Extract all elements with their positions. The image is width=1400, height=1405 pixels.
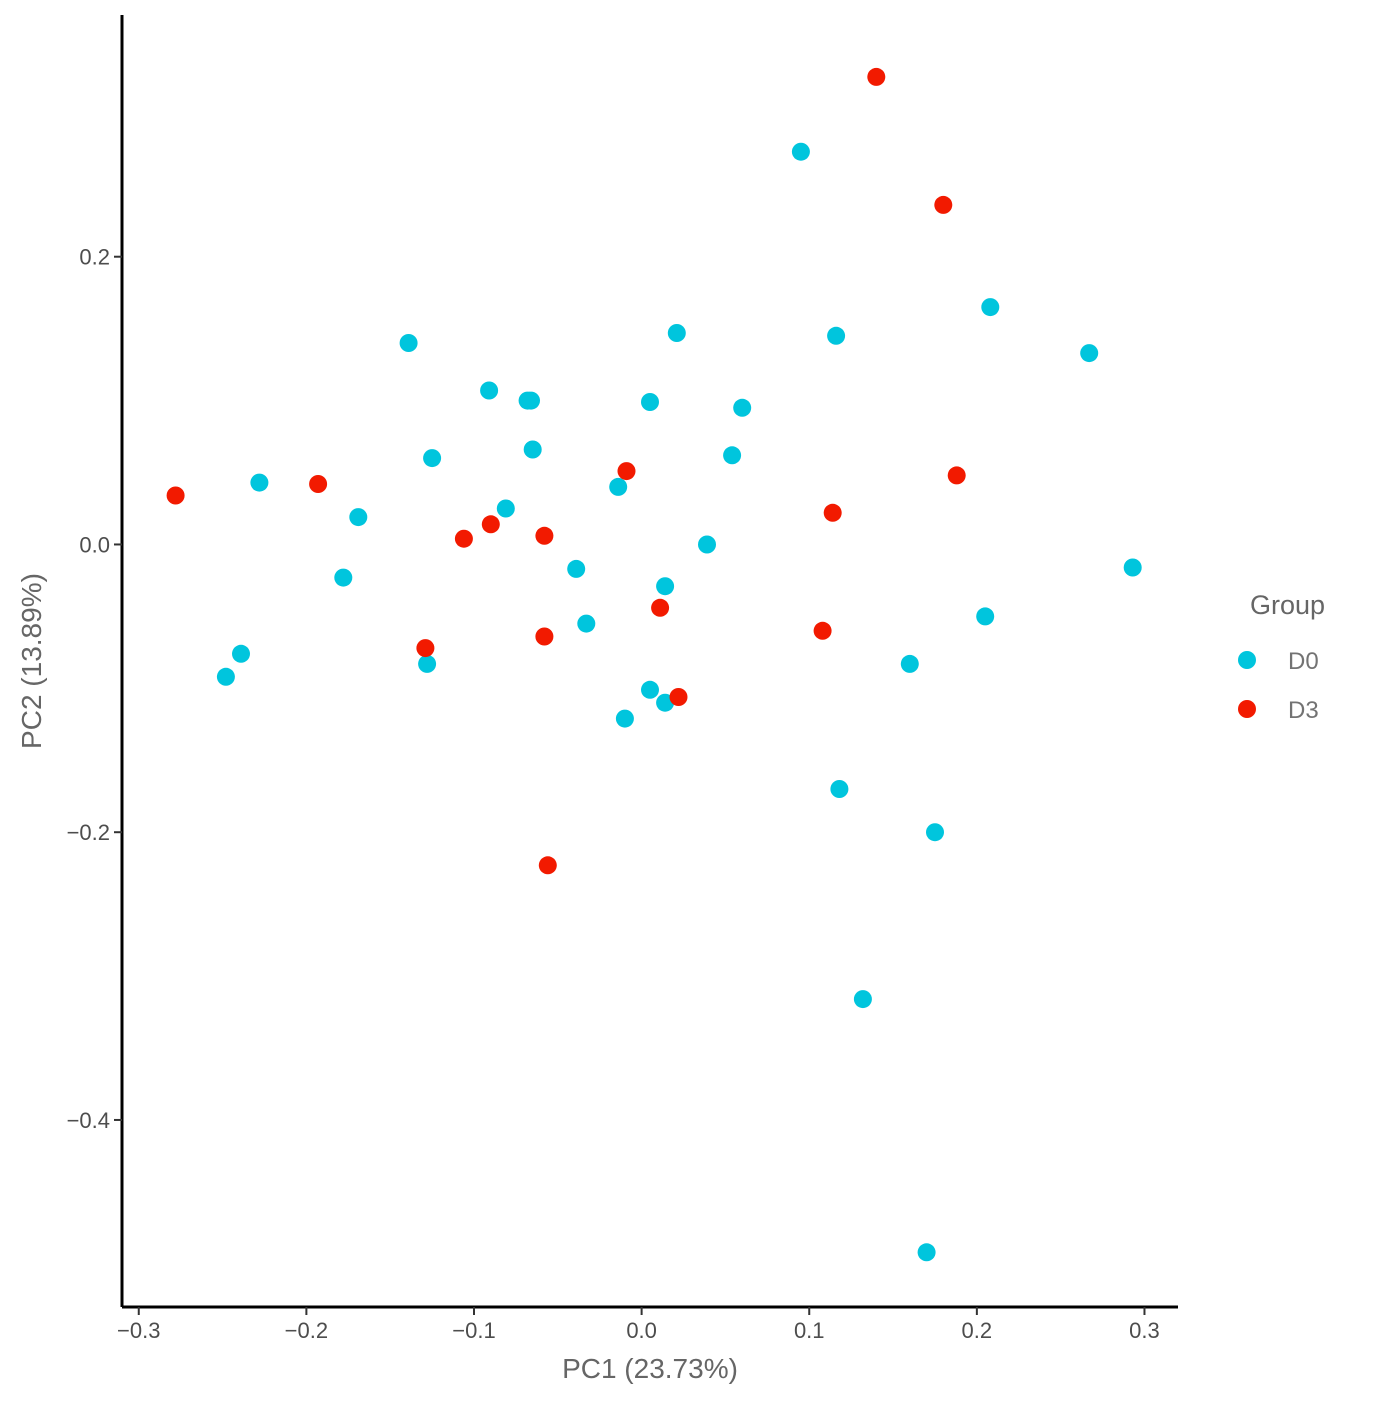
point-d0-20 [567, 559, 586, 578]
legend-key-d3 [1238, 700, 1256, 718]
point-d0-1 [981, 298, 1000, 317]
y-tick-label: 0.2 [79, 245, 110, 270]
point-d0-15 [609, 477, 628, 496]
x-tick-label: −0.1 [452, 1318, 495, 1343]
point-d0-32 [830, 780, 849, 798]
point-d0-4 [1080, 344, 1099, 363]
x-tick-label: 0.1 [794, 1318, 825, 1343]
point-d0-33 [926, 823, 944, 842]
point-d0-12 [723, 446, 742, 465]
point-d0-29 [641, 680, 659, 699]
point-d0-28 [900, 654, 919, 673]
y-tick-label: −0.4 [67, 1108, 110, 1133]
point-d0-6 [480, 381, 499, 400]
point-d0-31 [615, 709, 634, 728]
point-d0-18 [698, 535, 716, 554]
x-tick-label: −0.2 [285, 1318, 328, 1343]
point-d0-23 [976, 607, 995, 626]
legend-label-d0: D0 [1288, 648, 1319, 675]
point-d0-25 [232, 644, 250, 663]
x-axis-ticks: −0.3 −0.2 −0.1 0.0 0.1 0.2 0.3 [117, 1307, 1160, 1343]
legend-key-d0 [1238, 651, 1256, 669]
point-d0-24 [577, 614, 596, 633]
point-d0-8 [522, 391, 540, 410]
point-d0-13 [423, 449, 442, 468]
point-d3-12 [535, 627, 554, 646]
point-d3-1 [934, 195, 953, 214]
x-tick-label: 0.0 [626, 1318, 657, 1343]
point-d0-26 [216, 667, 235, 686]
point-d3-8 [481, 515, 500, 534]
point-d3-3 [617, 462, 636, 481]
point-d3-13 [813, 621, 832, 640]
point-d0-3 [827, 326, 846, 345]
point-d0-14 [250, 473, 269, 492]
point-d3-15 [538, 856, 557, 875]
legend-entries: D0 D3 [1238, 648, 1319, 724]
point-d0-16 [496, 499, 515, 518]
point-d3-2 [947, 466, 966, 485]
y-tick-label: 0.0 [79, 532, 110, 557]
point-d0-11 [523, 440, 542, 459]
point-d3-14 [669, 688, 688, 706]
point-d0-0 [791, 142, 810, 161]
x-tick-label: 0.2 [962, 1318, 993, 1343]
point-d0-22 [1123, 558, 1142, 577]
point-d3-7 [454, 529, 473, 548]
point-d3-9 [535, 526, 554, 545]
x-axis-title: PC1 (23.73%) [562, 1353, 738, 1384]
point-d0-34 [853, 990, 872, 1009]
point-d3-11 [416, 639, 435, 658]
point-d0-5 [399, 334, 418, 352]
point-d3-4 [823, 503, 842, 522]
point-d0-9 [641, 393, 659, 411]
point-d0-19 [334, 568, 353, 587]
point-d0-21 [656, 577, 675, 596]
point-d0-10 [733, 398, 752, 417]
point-d0-2 [667, 324, 686, 342]
x-tick-label: −0.3 [117, 1318, 160, 1343]
point-d0-17 [349, 508, 368, 527]
point-d0-27 [418, 654, 437, 673]
legend: Group D0 D3 [1238, 590, 1325, 724]
y-tick-label: −0.2 [67, 820, 110, 845]
y-axis-title: PC2 (13.89%) [16, 573, 47, 749]
y-axis-ticks: 0.2 0.0 −0.2 −0.4 [67, 245, 122, 1133]
point-d3-6 [309, 475, 328, 493]
points-layer [166, 67, 1142, 1262]
x-tick-label: 0.3 [1129, 1318, 1160, 1343]
legend-label-d3: D3 [1288, 697, 1319, 724]
point-d3-10 [651, 598, 670, 617]
legend-title: Group [1250, 590, 1325, 620]
point-d0-35 [917, 1243, 936, 1262]
point-d3-0 [867, 67, 886, 86]
point-d3-5 [166, 486, 185, 505]
